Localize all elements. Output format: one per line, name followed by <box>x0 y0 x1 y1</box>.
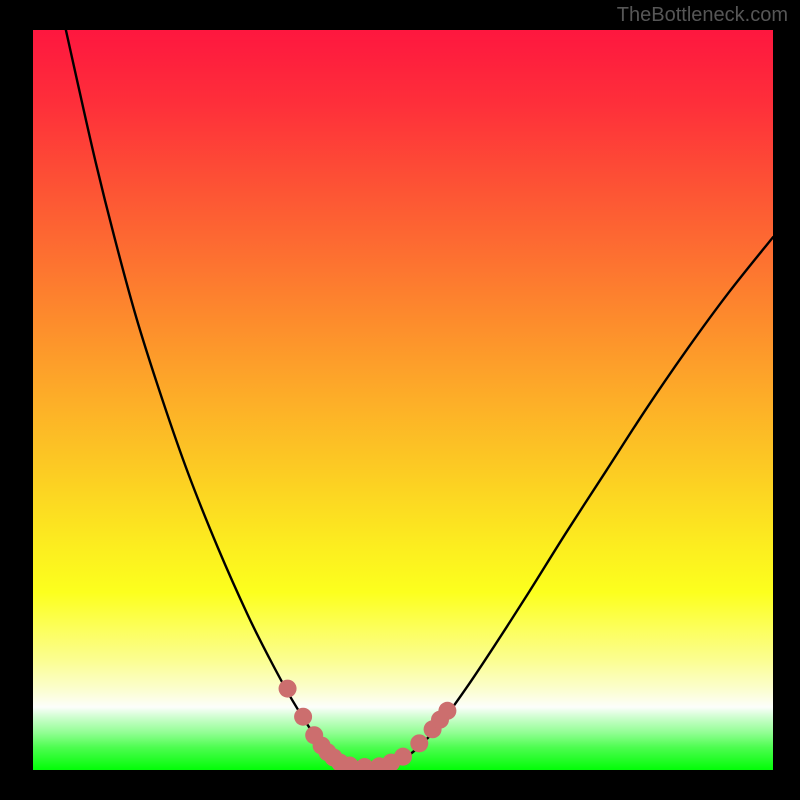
bottleneck-curve <box>63 30 773 768</box>
data-marker <box>410 734 428 752</box>
chart-container: TheBottleneck.com <box>0 0 800 800</box>
watermark-text: TheBottleneck.com <box>617 4 788 27</box>
plot-area <box>33 30 773 770</box>
data-marker <box>279 680 297 698</box>
data-marker <box>438 702 456 720</box>
data-marker <box>394 748 412 766</box>
data-marker <box>294 708 312 726</box>
curve-overlay <box>33 30 773 770</box>
